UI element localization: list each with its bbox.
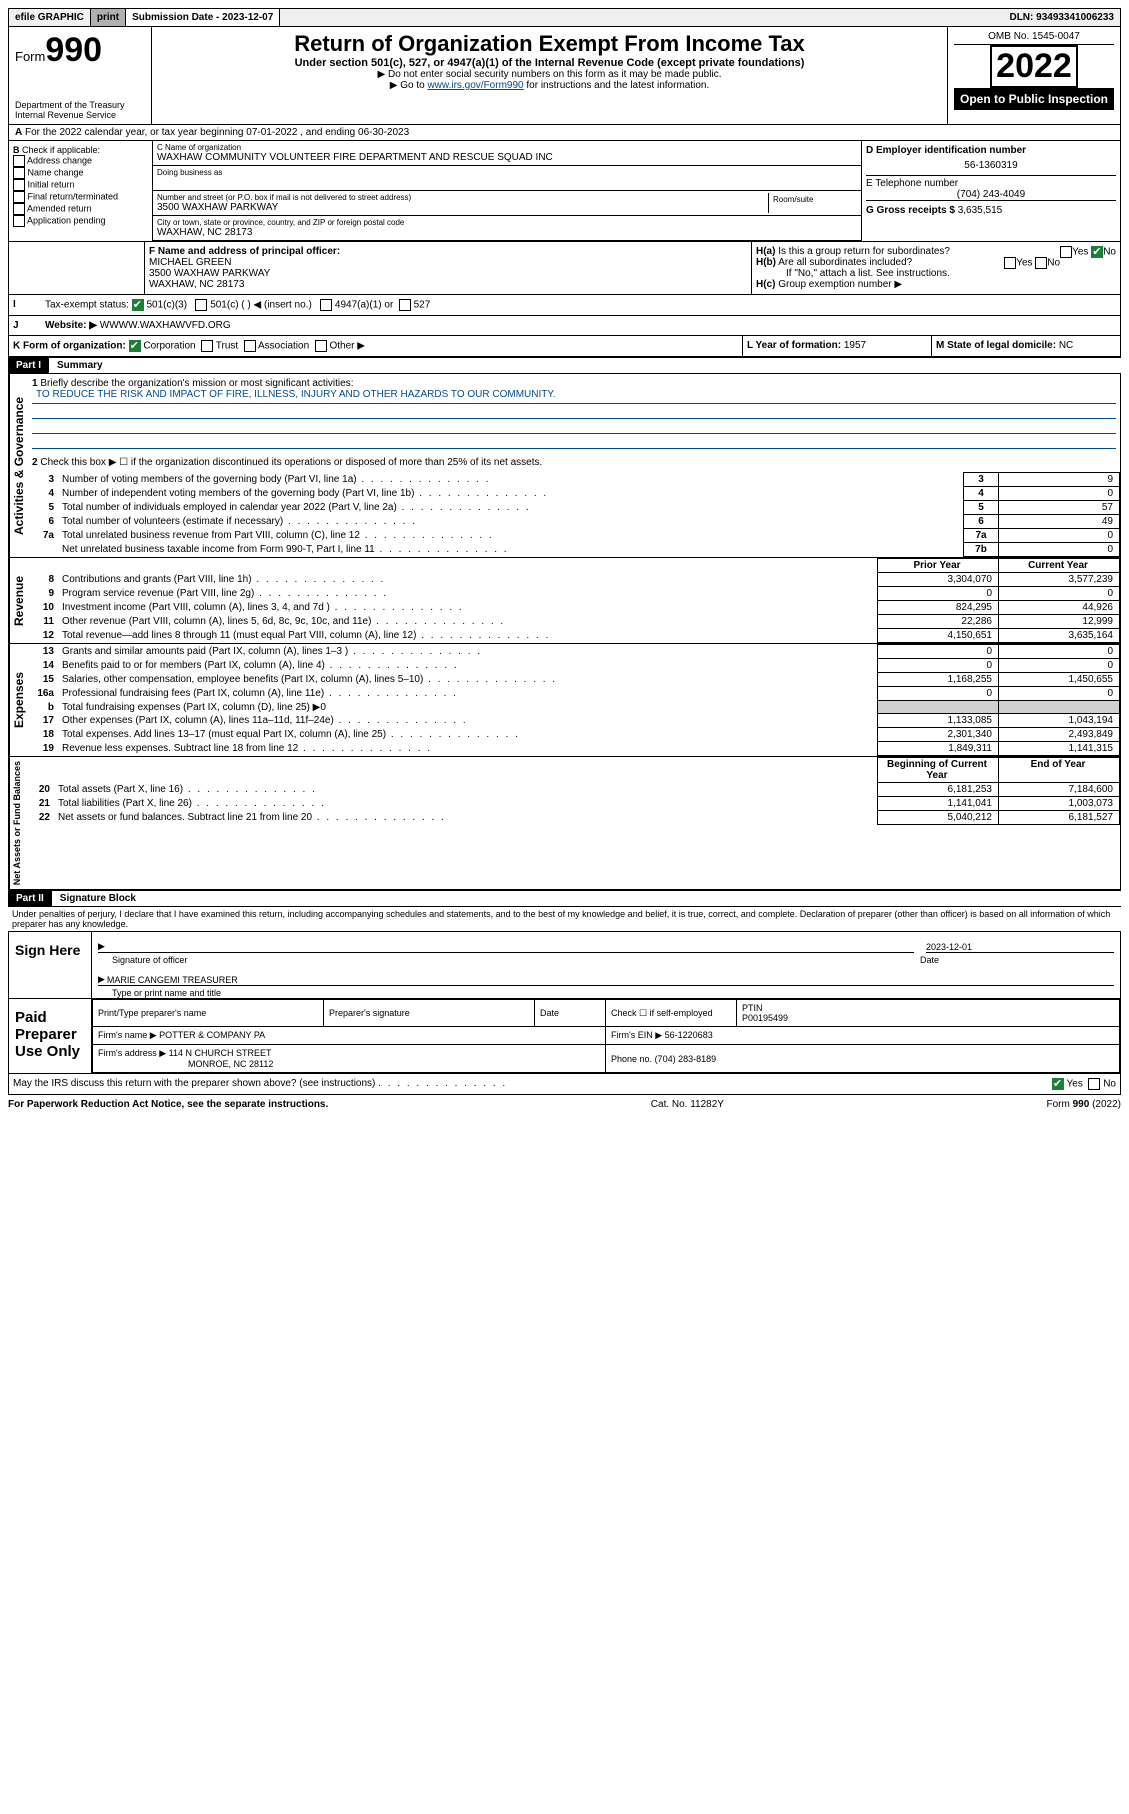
- section-i: Tax-exempt status: 501(c)(3) 501(c) ( ) …: [41, 295, 1120, 315]
- may-discuss: May the IRS discuss this return with the…: [8, 1074, 1121, 1095]
- hint-ssn: ▶ Do not enter social security numbers o…: [158, 69, 941, 80]
- tax-year: 2022: [990, 45, 1078, 88]
- may-yes-checkbox[interactable]: [1052, 1078, 1064, 1090]
- section-a: A For the 2022 calendar year, or tax yea…: [8, 125, 1121, 357]
- print-button[interactable]: print: [91, 9, 126, 26]
- form-subtitle: Under section 501(c), 527, or 4947(a)(1)…: [158, 57, 941, 69]
- no-checkbox[interactable]: [1091, 246, 1103, 258]
- perjury-declaration: Under penalties of perjury, I declare th…: [8, 907, 1121, 931]
- tab-governance: Activities & Governance: [9, 374, 28, 557]
- form-header: Form990 Department of the Treasury Inter…: [8, 27, 1121, 125]
- section-c: C Name of organization WAXHAW COMMUNITY …: [153, 141, 861, 241]
- firm-addr: 114 N CHURCH STREET: [169, 1048, 272, 1058]
- governance-table: 3Number of voting members of the governi…: [28, 472, 1120, 557]
- omb-number: OMB No. 1545-0047: [954, 31, 1114, 45]
- ein: 56-1360319: [866, 156, 1116, 175]
- dln: DLN: 93493341006233: [1003, 9, 1120, 26]
- phone: (704) 243-4049: [866, 189, 1116, 200]
- tab-expenses: Expenses: [9, 644, 28, 756]
- expenses-table: 13Grants and similar amounts paid (Part …: [28, 644, 1120, 756]
- section-m: M State of legal domicile: NC: [931, 336, 1120, 356]
- section-h: H(a) Is this a group return for subordin…: [751, 242, 1120, 294]
- section-f: F Name and address of principal officer:…: [145, 242, 751, 294]
- section-b: B Check if applicable: Address change Na…: [9, 141, 153, 241]
- dept-treasury: Department of the Treasury: [15, 100, 145, 110]
- form-title: Return of Organization Exempt From Incom…: [158, 31, 941, 57]
- section-j: Website: ▶ WWWW.WAXHAWVFD.ORG: [41, 316, 1120, 335]
- mission-text: TO REDUCE THE RISK AND IMPACT OF FIRE, I…: [32, 389, 1116, 404]
- irs-label: Internal Revenue Service: [15, 110, 145, 120]
- org-address: 3500 WAXHAW PARKWAY: [157, 202, 768, 213]
- top-bar: efile GRAPHIC print Submission Date - 20…: [8, 8, 1121, 27]
- tab-net-assets: Net Assets or Fund Balances: [9, 757, 24, 889]
- firm-ein: 56-1220683: [665, 1030, 713, 1040]
- section-k: K Form of organization: Corporation Trus…: [9, 336, 742, 356]
- part2-header: Part II Signature Block: [8, 890, 1121, 907]
- corp-checkbox[interactable]: [129, 340, 141, 352]
- org-name: WAXHAW COMMUNITY VOLUNTEER FIRE DEPARTME…: [157, 152, 857, 163]
- org-city: WAXHAW, NC 28173: [157, 227, 857, 238]
- 501c3-checkbox[interactable]: [132, 299, 144, 311]
- tab-revenue: Revenue: [9, 558, 28, 643]
- net-assets-table: Beginning of Current YearEnd of Year20To…: [24, 757, 1120, 825]
- revenue-table: Prior YearCurrent Year8Contributions and…: [28, 558, 1120, 643]
- hint-link: ▶ Go to www.irs.gov/Form990 for instruct…: [158, 80, 941, 91]
- firm-phone: (704) 283-8189: [655, 1054, 717, 1064]
- paid-preparer-block: Paid Preparer Use Only Print/Type prepar…: [8, 999, 1121, 1074]
- efile-label: efile GRAPHIC: [9, 9, 91, 26]
- gross-receipts: 3,635,515: [958, 205, 1003, 216]
- open-inspection: Open to Public Inspection: [954, 88, 1114, 110]
- section-l: L Year of formation: 1957: [742, 336, 931, 356]
- page-footer: For Paperwork Reduction Act Notice, see …: [8, 1095, 1121, 1114]
- ptin: P00195499: [742, 1013, 788, 1023]
- sign-here-block: Sign Here Signature of officer 2023-12-0…: [8, 931, 1121, 999]
- submission-date: Submission Date - 2023-12-07: [126, 9, 280, 26]
- section-deg: D Employer identification number 56-1360…: [861, 141, 1120, 241]
- line-a: A For the 2022 calendar year, or tax yea…: [9, 125, 1120, 141]
- sign-date: 2023-12-01: [926, 934, 1114, 953]
- part1-header: Part I Summary: [8, 357, 1121, 374]
- firm-name: POTTER & COMPANY PA: [159, 1030, 265, 1040]
- irs-link[interactable]: www.irs.gov/Form990: [427, 80, 523, 91]
- form-number: Form990: [15, 31, 145, 70]
- officer-name: MARIE CANGEMI TREASURER: [107, 975, 238, 985]
